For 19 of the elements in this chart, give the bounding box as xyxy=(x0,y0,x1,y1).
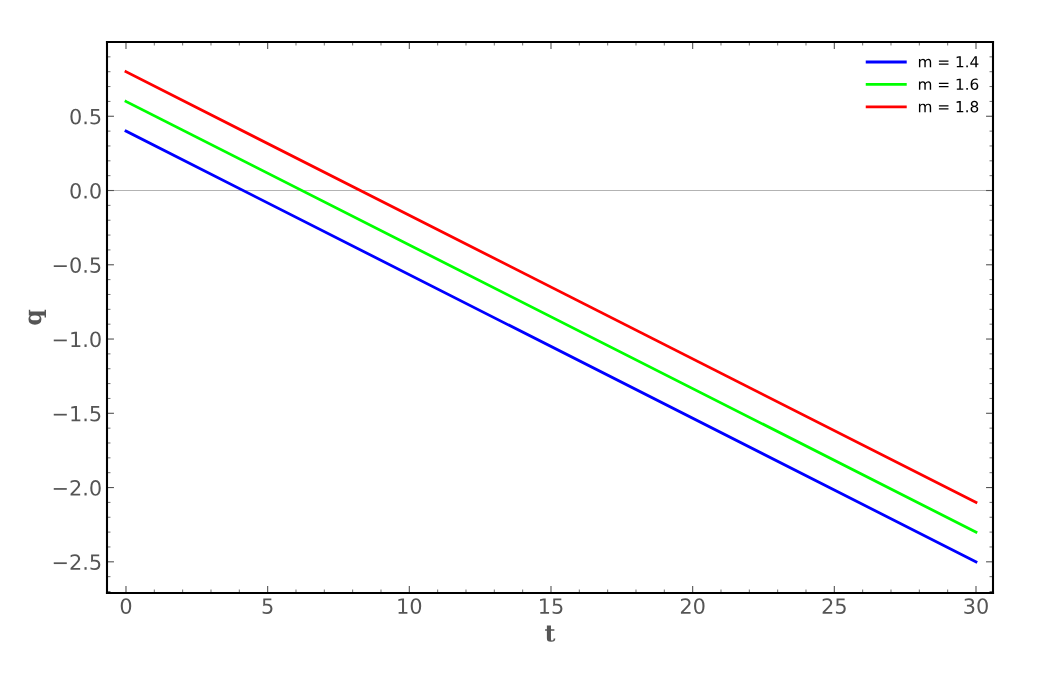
x-tick-label: 0 xyxy=(120,598,132,614)
legend-label: m = 1.4 xyxy=(918,56,979,68)
x-tick-label: 25 xyxy=(822,598,846,614)
y-tick-label: −1.0 xyxy=(53,331,101,348)
x-tick-label: 15 xyxy=(540,598,563,614)
x-tick-label: 20 xyxy=(680,598,705,614)
y-axis-title: q xyxy=(28,309,46,325)
legend-label: m = 1.6 xyxy=(918,78,979,90)
legend-label: m = 1.8 xyxy=(918,100,979,113)
x-tick-label: 30 xyxy=(964,598,988,614)
y-tick-label: −0.5 xyxy=(53,257,101,273)
y-tick-label: −2.5 xyxy=(53,554,101,571)
y-tick-label: 0.0 xyxy=(70,182,101,199)
y-tick-label: −2.0 xyxy=(53,480,101,496)
x-tick-label: 5 xyxy=(262,598,273,614)
y-tick-label: −1.5 xyxy=(53,406,101,422)
x-tick-label: 10 xyxy=(398,598,422,614)
y-tick-label: 0.5 xyxy=(70,108,101,125)
x-axis-title: t xyxy=(545,625,556,642)
